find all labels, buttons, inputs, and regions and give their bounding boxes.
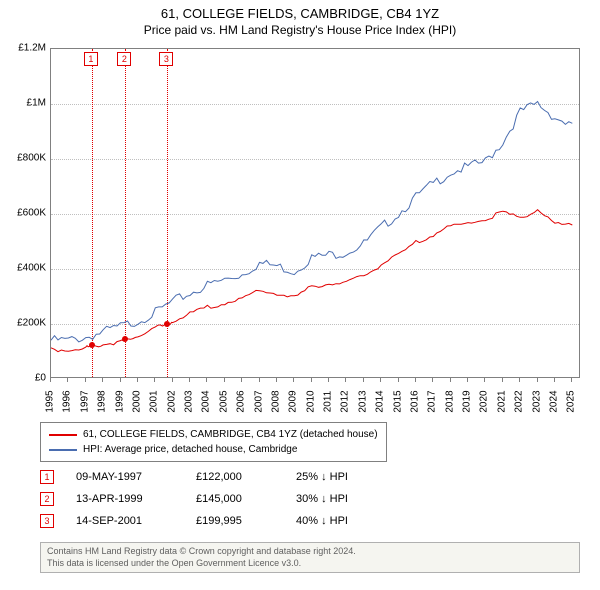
x-axis-label: 2002 xyxy=(166,387,177,417)
x-axis-label: 2021 xyxy=(496,387,507,417)
x-axis-label: 1997 xyxy=(79,387,90,417)
x-axis-label: 2013 xyxy=(357,387,368,417)
x-axis-label: 1998 xyxy=(97,387,108,417)
x-axis-label: 2008 xyxy=(270,387,281,417)
footer-line-2: This data is licensed under the Open Gov… xyxy=(47,558,573,570)
x-axis-label: 2012 xyxy=(340,387,351,417)
x-axis-label: 2006 xyxy=(236,387,247,417)
sale-row: 3 14-SEP-2001£199,99540% ↓ HPI xyxy=(40,510,396,532)
sale-price: £145,000 xyxy=(196,493,296,505)
series-hpi xyxy=(51,102,572,342)
chart-subtitle: Price paid vs. HM Land Registry's House … xyxy=(0,23,600,37)
x-axis-labels: 1995199619971998199920002001200220032004… xyxy=(50,380,580,420)
sale-row: 2 13-APR-1999£145,00030% ↓ HPI xyxy=(40,488,396,510)
chart-area: £0£200K£400K£600K£800K£1M£1.2M 123 xyxy=(50,48,580,378)
sale-price: £199,995 xyxy=(196,515,296,527)
sale-price: £122,000 xyxy=(196,471,296,483)
y-axis-label: £400K xyxy=(17,263,46,274)
x-axis-label: 2017 xyxy=(427,387,438,417)
x-axis-label: 2000 xyxy=(131,387,142,417)
sale-date: 14-SEP-2001 xyxy=(76,515,196,527)
x-axis-label: 2011 xyxy=(323,387,334,417)
sale-number-box: 2 xyxy=(40,492,54,506)
y-axis-label: £200K xyxy=(17,318,46,329)
sale-row: 1 09-MAY-1997£122,00025% ↓ HPI xyxy=(40,466,396,488)
series-property xyxy=(51,210,572,352)
legend-swatch xyxy=(49,434,77,436)
x-axis-label: 2020 xyxy=(479,387,490,417)
sale-marker-box: 1 xyxy=(84,52,98,66)
legend-item: 61, COLLEGE FIELDS, CAMBRIDGE, CB4 1YZ (… xyxy=(49,427,378,442)
x-axis-label: 1995 xyxy=(45,387,56,417)
x-axis-label: 2005 xyxy=(218,387,229,417)
x-axis-label: 2003 xyxy=(184,387,195,417)
x-axis-label: 2022 xyxy=(514,387,525,417)
x-axis-label: 2010 xyxy=(305,387,316,417)
x-axis-label: 2001 xyxy=(149,387,160,417)
legend-label: 61, COLLEGE FIELDS, CAMBRIDGE, CB4 1YZ (… xyxy=(83,429,378,440)
x-axis-label: 2016 xyxy=(409,387,420,417)
sales-table: 1 09-MAY-1997£122,00025% ↓ HPI 2 13-APR-199… xyxy=(40,466,396,532)
sale-delta: 30% ↓ HPI xyxy=(296,493,396,505)
legend: 61, COLLEGE FIELDS, CAMBRIDGE, CB4 1YZ (… xyxy=(40,422,387,462)
footer-attribution: Contains HM Land Registry data © Crown c… xyxy=(40,542,580,573)
x-axis-label: 2015 xyxy=(392,387,403,417)
y-axis-label: £1M xyxy=(27,98,46,109)
sale-date: 13-APR-1999 xyxy=(76,493,196,505)
x-axis-label: 1996 xyxy=(62,387,73,417)
sale-marker-box: 2 xyxy=(117,52,131,66)
x-axis-label: 2023 xyxy=(531,387,542,417)
x-axis-label: 2025 xyxy=(566,387,577,417)
y-axis-label: £600K xyxy=(17,208,46,219)
sale-date: 09-MAY-1997 xyxy=(76,471,196,483)
y-axis-label: £1.2M xyxy=(18,43,46,54)
x-axis-label: 2018 xyxy=(444,387,455,417)
chart-title: 61, COLLEGE FIELDS, CAMBRIDGE, CB4 1YZ xyxy=(0,6,600,21)
legend-label: HPI: Average price, detached house, Camb… xyxy=(83,444,297,455)
x-axis-label: 2014 xyxy=(375,387,386,417)
x-axis-label: 2004 xyxy=(201,387,212,417)
sale-delta: 40% ↓ HPI xyxy=(296,515,396,527)
y-axis-label: £0 xyxy=(35,373,46,384)
chart-container: 61, COLLEGE FIELDS, CAMBRIDGE, CB4 1YZ P… xyxy=(0,0,600,590)
x-axis-label: 1999 xyxy=(114,387,125,417)
x-axis-label: 2007 xyxy=(253,387,264,417)
sale-delta: 25% ↓ HPI xyxy=(296,471,396,483)
y-axis-label: £800K xyxy=(17,153,46,164)
x-axis-label: 2009 xyxy=(288,387,299,417)
x-axis-label: 2024 xyxy=(548,387,559,417)
footer-line-1: Contains HM Land Registry data © Crown c… xyxy=(47,546,573,558)
legend-item: HPI: Average price, detached house, Camb… xyxy=(49,442,378,457)
plot-area xyxy=(50,48,580,378)
x-axis-label: 2019 xyxy=(462,387,473,417)
legend-swatch xyxy=(49,449,77,451)
sale-number-box: 1 xyxy=(40,470,54,484)
line-series xyxy=(51,49,581,379)
sale-marker-box: 3 xyxy=(159,52,173,66)
sale-number-box: 3 xyxy=(40,514,54,528)
title-block: 61, COLLEGE FIELDS, CAMBRIDGE, CB4 1YZ P… xyxy=(0,0,600,37)
